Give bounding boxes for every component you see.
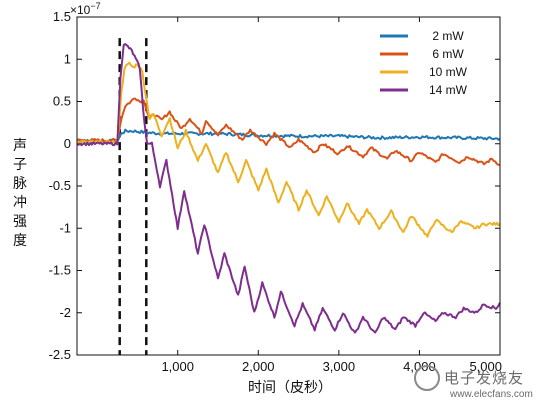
y-axis-title-char: 强 [13, 214, 27, 230]
y-axis-title-char: 声 [13, 138, 27, 154]
y-axis-title-char: 子 [13, 157, 27, 173]
y-tick-label: 0 [64, 136, 71, 151]
watermark: 电子发烧友 www.elecfans.com [414, 363, 550, 409]
y-tick-label: 1 [64, 51, 71, 66]
series-line-14-mw [76, 43, 501, 334]
x-tick-label: 1,000 [161, 359, 194, 374]
y-tick-label: -0.5 [49, 178, 71, 193]
y-tick-label: 0.5 [53, 94, 71, 109]
y-tick-label: -1.5 [49, 263, 71, 278]
series-line-6-mw [76, 97, 501, 166]
x-tick-label: 3,000 [323, 359, 356, 374]
legend-label: 6 mW [432, 47, 464, 61]
elecfans-logo-icon [414, 365, 440, 391]
legend: 2 mW 6 mW 10 mW 14 mW [380, 29, 468, 97]
x-axis-title: 时间（皮秒） [248, 380, 332, 396]
y-tick-label: -2 [59, 305, 71, 320]
y-tick-label: -1 [59, 220, 71, 235]
watermark-url: www.elecfans.com [450, 389, 533, 400]
plot-frame [76, 16, 501, 356]
y-exponent-label: ×10−7 [70, 1, 101, 17]
y-tick-label: 1.5 [53, 9, 71, 24]
legend-label: 14 mW [429, 83, 468, 97]
legend-label: 2 mW [432, 29, 464, 43]
series-line-2-mw [76, 128, 501, 144]
y-axis-title-char: 脉 [13, 176, 27, 192]
x-tick-label: 2,000 [242, 359, 275, 374]
dashed-markers [118, 38, 148, 355]
series-lines [76, 43, 501, 334]
legend-label: 10 mW [429, 65, 468, 79]
watermark-text: 电子发烧友 [444, 369, 525, 387]
y-tick-label: -2.5 [49, 347, 71, 362]
series-line-10-mw [76, 61, 501, 238]
y-axis-title-char: 冲 [13, 195, 27, 211]
x-tick-label: 5,000 [469, 359, 502, 374]
y-axis-title-char: 度 [13, 233, 27, 249]
y-axis-ticks: -2.5 -2 -1.5 -1 -0.5 0 0.5 1 1.5 [49, 9, 500, 362]
